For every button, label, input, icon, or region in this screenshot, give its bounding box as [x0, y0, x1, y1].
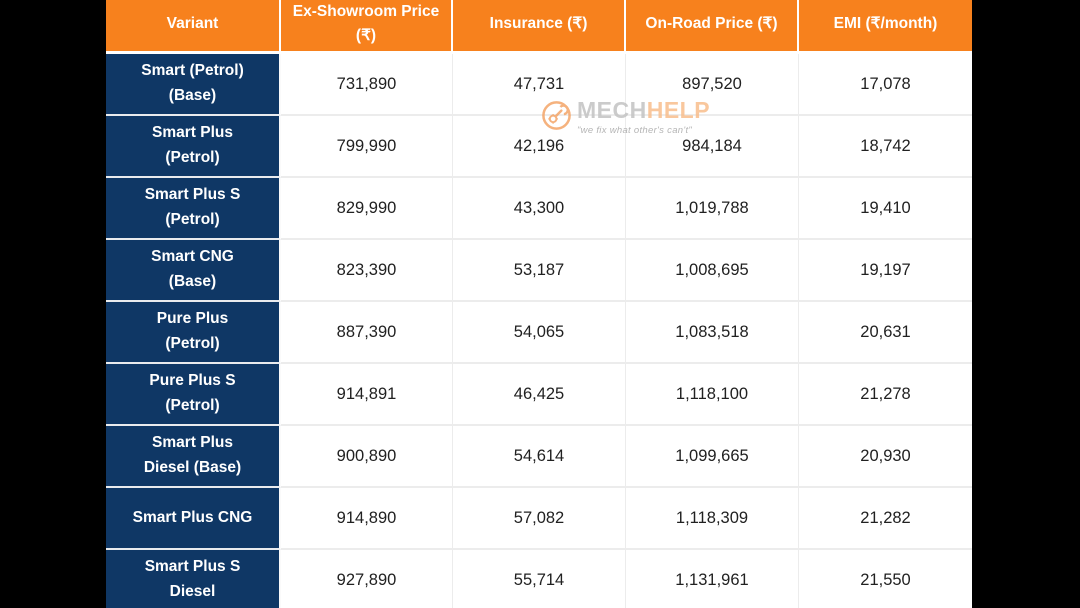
on-road-price-cell: 897,520 [626, 54, 799, 116]
variant-price-table: Variant Ex-Showroom Price (₹) Insurance (₹… [106, 0, 972, 608]
variant-name-cell: Pure Plus S (Petrol) [106, 364, 281, 426]
table-row: Smart Plus S Diesel 927,890 55,714 1,131,96… [106, 550, 972, 608]
table-row: Pure Plus S (Petrol) 914,891 46,425 1,118,1… [106, 364, 972, 426]
column-header-emi: EMI (₹/month) [799, 0, 972, 54]
emi-cell: 19,197 [799, 240, 972, 302]
variant-name-cell: Smart Plus Diesel (Base) [106, 426, 281, 488]
insurance-cell: 46,425 [453, 364, 626, 426]
insurance-cell: 54,065 [453, 302, 626, 364]
ex-showroom-price-cell: 914,891 [281, 364, 453, 426]
on-road-price-cell: 1,131,961 [626, 550, 799, 608]
column-header-ex-showroom-price: Ex-Showroom Price (₹) [281, 0, 453, 54]
emi-cell: 21,282 [799, 488, 972, 550]
emi-cell: 20,631 [799, 302, 972, 364]
ex-showroom-price-cell: 823,390 [281, 240, 453, 302]
on-road-price-cell: 1,008,695 [626, 240, 799, 302]
variant-name-cell: Smart Plus CNG [106, 488, 281, 550]
variant-name-cell: Smart Plus S Diesel [106, 550, 281, 608]
emi-cell: 19,410 [799, 178, 972, 240]
emi-cell: 18,742 [799, 116, 972, 178]
column-header-variant: Variant [106, 0, 281, 54]
insurance-cell: 55,714 [453, 550, 626, 608]
table-row: Pure Plus (Petrol) 887,390 54,065 1,083,518… [106, 302, 972, 364]
ex-showroom-price-cell: 900,890 [281, 426, 453, 488]
variant-name-cell: Smart (Petrol) (Base) [106, 54, 281, 116]
column-header-on-road-price: On-Road Price (₹) [626, 0, 799, 54]
insurance-cell: 53,187 [453, 240, 626, 302]
on-road-price-cell: 1,019,788 [626, 178, 799, 240]
table-row: Smart (Petrol) (Base) 731,890 47,731 897,52… [106, 54, 972, 116]
ex-showroom-price-cell: 887,390 [281, 302, 453, 364]
column-header-insurance: Insurance (₹) [453, 0, 626, 54]
table-row: Smart Plus (Petrol) 799,990 42,196 984,184 1… [106, 116, 972, 178]
variant-name-cell: Pure Plus (Petrol) [106, 302, 281, 364]
emi-cell: 21,550 [799, 550, 972, 608]
emi-cell: 20,930 [799, 426, 972, 488]
insurance-cell: 42,196 [453, 116, 626, 178]
table-row: Smart CNG (Base) 823,390 53,187 1,008,695 19… [106, 240, 972, 302]
emi-cell: 21,278 [799, 364, 972, 426]
ex-showroom-price-cell: 731,890 [281, 54, 453, 116]
variant-name-cell: Smart Plus (Petrol) [106, 116, 281, 178]
ex-showroom-price-cell: 829,990 [281, 178, 453, 240]
table-row: Smart Plus Diesel (Base) 900,890 54,614 1,0… [106, 426, 972, 488]
table-row: Smart Plus CNG 914,890 57,082 1,118,309 21,2… [106, 488, 972, 550]
variant-name-cell: Smart CNG (Base) [106, 240, 281, 302]
emi-cell: 17,078 [799, 54, 972, 116]
ex-showroom-price-cell: 927,890 [281, 550, 453, 608]
header-row: Variant Ex-Showroom Price (₹) Insurance (₹… [106, 0, 972, 54]
on-road-price-cell: 1,083,518 [626, 302, 799, 364]
variant-name-cell: Smart Plus S (Petrol) [106, 178, 281, 240]
on-road-price-cell: 1,118,309 [626, 488, 799, 550]
on-road-price-cell: 984,184 [626, 116, 799, 178]
table-row: Smart Plus S (Petrol) 829,990 43,300 1,019,… [106, 178, 972, 240]
insurance-cell: 43,300 [453, 178, 626, 240]
insurance-cell: 47,731 [453, 54, 626, 116]
insurance-cell: 54,614 [453, 426, 626, 488]
insurance-cell: 57,082 [453, 488, 626, 550]
ex-showroom-price-cell: 914,890 [281, 488, 453, 550]
on-road-price-cell: 1,118,100 [626, 364, 799, 426]
on-road-price-cell: 1,099,665 [626, 426, 799, 488]
ex-showroom-price-cell: 799,990 [281, 116, 453, 178]
